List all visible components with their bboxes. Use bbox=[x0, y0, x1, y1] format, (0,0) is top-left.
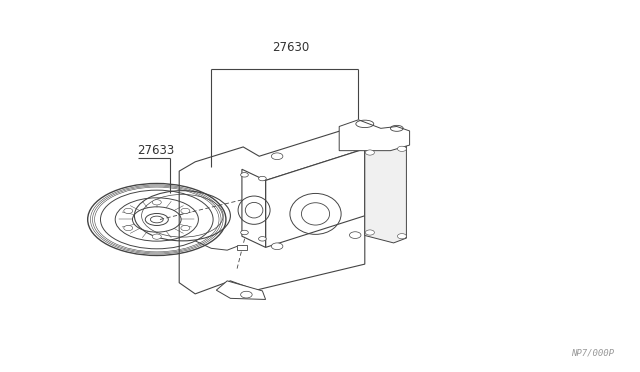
Circle shape bbox=[365, 150, 374, 155]
Circle shape bbox=[259, 237, 266, 241]
Circle shape bbox=[124, 208, 132, 214]
Text: 27633: 27633 bbox=[138, 144, 175, 157]
Circle shape bbox=[349, 139, 361, 145]
Circle shape bbox=[271, 243, 283, 250]
Circle shape bbox=[241, 291, 252, 298]
Circle shape bbox=[181, 225, 190, 231]
Polygon shape bbox=[216, 281, 266, 299]
Circle shape bbox=[241, 230, 248, 235]
Circle shape bbox=[397, 234, 406, 239]
Circle shape bbox=[152, 200, 161, 205]
Circle shape bbox=[365, 230, 374, 235]
Circle shape bbox=[241, 173, 248, 177]
Text: NP7/000P: NP7/000P bbox=[572, 348, 614, 357]
Polygon shape bbox=[242, 169, 266, 247]
Circle shape bbox=[397, 146, 406, 151]
Circle shape bbox=[259, 176, 266, 181]
Circle shape bbox=[181, 208, 190, 214]
Polygon shape bbox=[179, 130, 365, 294]
Polygon shape bbox=[266, 149, 392, 205]
Polygon shape bbox=[339, 120, 410, 151]
Text: 27630: 27630 bbox=[273, 41, 310, 54]
Polygon shape bbox=[365, 149, 392, 240]
Bar bbox=[237, 246, 247, 250]
Circle shape bbox=[124, 225, 132, 231]
Circle shape bbox=[152, 234, 161, 239]
Circle shape bbox=[271, 153, 283, 160]
Polygon shape bbox=[266, 149, 365, 247]
Circle shape bbox=[349, 232, 361, 238]
Polygon shape bbox=[365, 141, 406, 243]
